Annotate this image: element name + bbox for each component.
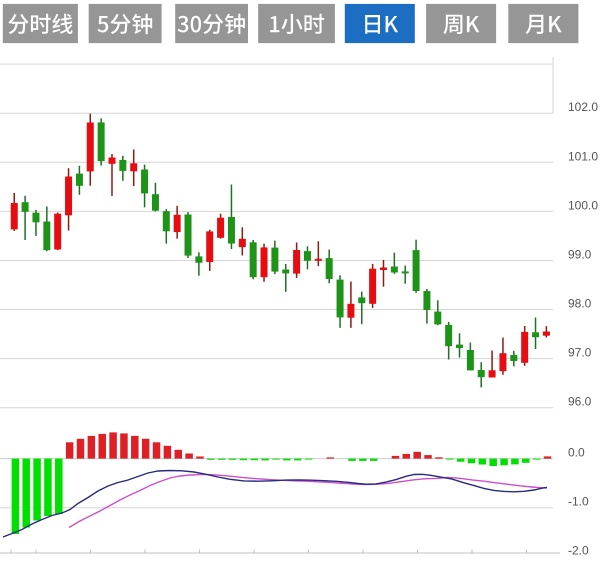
svg-text:97.0: 97.0 [568,346,592,360]
svg-text:96.0: 96.0 [568,395,592,409]
svg-text:-1.0: -1.0 [568,495,589,509]
svg-text:-2.0: -2.0 [568,543,589,557]
svg-text:102.0: 102.0 [568,100,598,114]
svg-text:99.0: 99.0 [568,248,592,262]
svg-text:98.0: 98.0 [568,297,592,311]
svg-text:0.0: 0.0 [568,446,585,460]
svg-text:101.0: 101.0 [568,149,598,163]
svg-text:100.0: 100.0 [568,198,598,212]
